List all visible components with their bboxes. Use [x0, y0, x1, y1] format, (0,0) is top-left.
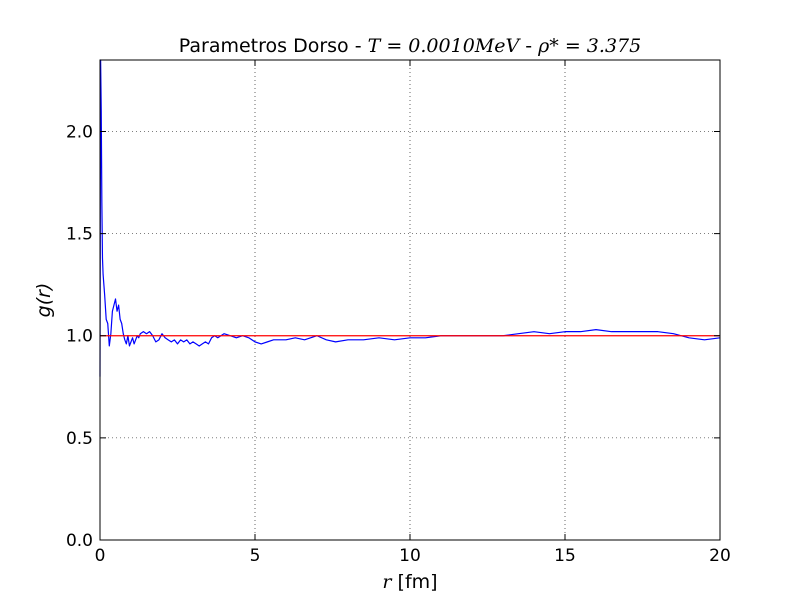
title-prefix: Parametros Dorso -: [179, 35, 368, 57]
x-tick-label: 5: [250, 546, 261, 566]
y-tick-label: 2.0: [66, 122, 93, 142]
title-temperature: T = 0.0010MeV: [368, 35, 522, 57]
title-separator: -: [519, 35, 538, 57]
y-tick-label: 1.5: [66, 225, 93, 245]
y-tick-label: 1.0: [66, 327, 93, 347]
chart-title: Parametros Dorso - T = 0.0010MeV - ρ* = …: [179, 35, 641, 57]
x-tick-label: 15: [554, 546, 576, 566]
x-tick-label: 10: [399, 546, 421, 566]
x-axis-unit: [fm]: [392, 571, 438, 593]
title-density: ρ* = 3.375: [537, 35, 641, 57]
y-tick-label: 0.0: [66, 531, 93, 551]
x-axis-label: r [fm]: [382, 571, 437, 593]
ticks: 0 5 10 15 20 0.0 0.5 1.0 1.5 2.0: [66, 60, 731, 566]
x-tick-label: 20: [709, 546, 731, 566]
series-layer: [99, 59, 721, 377]
y-axis-label: g(r): [33, 283, 55, 318]
x-tick-label: 0: [95, 546, 106, 566]
x-axis-variable: r: [382, 571, 393, 593]
y-tick-label: 0.5: [66, 429, 93, 449]
